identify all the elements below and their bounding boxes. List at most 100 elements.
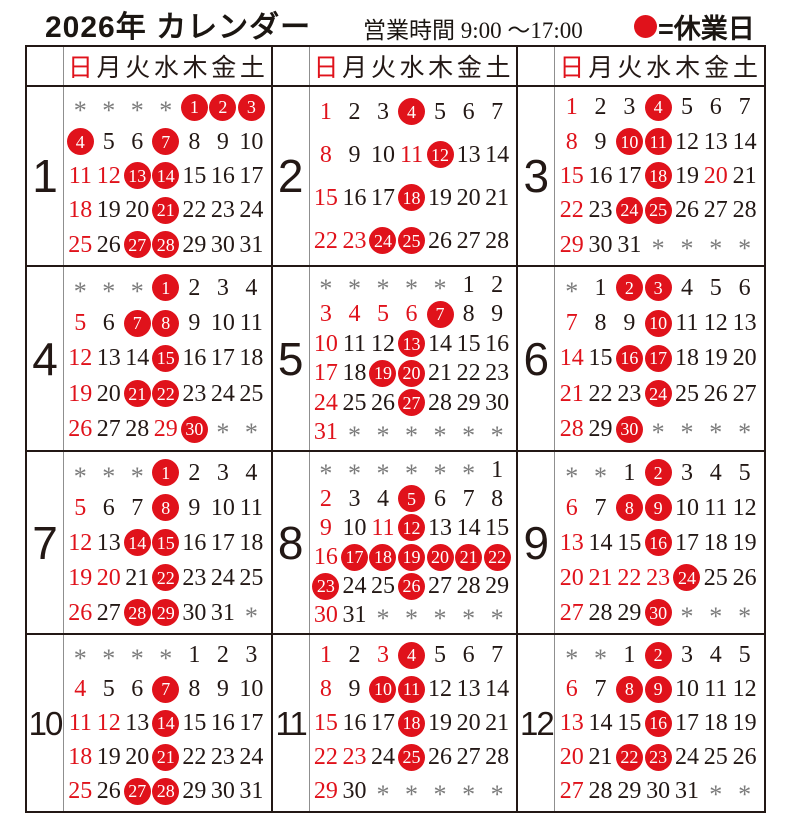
- day-cell: 27: [732, 380, 757, 407]
- asterisk-glyph: *: [102, 96, 116, 126]
- month-cell-5: 5 * * * * * 1 2 3 4 5 6 7 8 9 10 11 12 13 14 15 16 17 18 19 20 21 2…: [272, 267, 519, 452]
- day-cell: 24: [370, 744, 395, 770]
- day-cell: 31: [674, 778, 699, 804]
- closed-day: 8: [615, 494, 644, 522]
- day-cell: 19: [732, 529, 757, 556]
- day-cell: 29: [485, 573, 510, 600]
- empty-day: *: [483, 777, 512, 808]
- asterisk-glyph: *: [102, 461, 116, 491]
- month-number: 7: [27, 452, 64, 633]
- empty-day: *: [701, 415, 730, 446]
- weeks-area: * * * * * * 1 2 3 4 5 6 7 8 9 10 11 12 13 14 15 16 17 18 19 20 21 2…: [310, 452, 517, 633]
- day-cell: 17: [370, 710, 395, 736]
- holiday-day: 12: [68, 345, 93, 372]
- asterisk-glyph: *: [462, 421, 476, 451]
- day-cell: 28: [732, 197, 757, 224]
- empty-day: *: [701, 231, 730, 261]
- holiday-day: 8: [319, 141, 332, 168]
- day-cell: 21: [125, 564, 150, 591]
- day-cell: 14: [485, 141, 510, 168]
- day-cell: 4: [245, 459, 258, 486]
- day-cell: 1: [623, 642, 636, 668]
- day-cell: 16: [588, 162, 613, 189]
- month-body: 1 * * * * 1 2 3 4 5 6 7 8 9 10 11 12 13 14 15 16 17 18 19 20 21 22…: [27, 87, 271, 265]
- holiday-day: 20: [703, 162, 728, 189]
- closed-day-circle: 12: [426, 141, 454, 168]
- empty-day: *: [426, 271, 455, 301]
- weekday-label: 金: [704, 54, 730, 82]
- closed-day-circle: 8: [152, 309, 180, 337]
- holiday-day: 11: [371, 514, 395, 541]
- day-cell: 23: [182, 380, 207, 407]
- day-cell: 25: [239, 380, 264, 407]
- day-cell: 18: [239, 345, 264, 372]
- day-cell: 19: [674, 162, 699, 189]
- day-cell: 2: [188, 459, 201, 486]
- closed-day: 24: [644, 380, 673, 408]
- day-cell: 23: [210, 197, 235, 224]
- closed-day-circle: 24: [673, 564, 701, 591]
- weekday-labels: 日月火水木金土: [64, 47, 271, 85]
- closed-day-circle: 30: [644, 599, 672, 626]
- closed-day: 1: [152, 274, 181, 302]
- closed-day: 21: [454, 543, 483, 571]
- closed-day-circle: 1: [152, 459, 180, 486]
- weekday-header-spacer: [273, 47, 310, 85]
- day-cell: 8: [188, 676, 201, 702]
- week-row: 11 12 13 14 15 16 17: [66, 709, 266, 737]
- day-cell: 10: [239, 676, 264, 702]
- asterisk-glyph: *: [347, 458, 361, 488]
- closed-day-circle: 22: [483, 543, 511, 571]
- closed-day-circle: 15: [152, 344, 180, 372]
- empty-day: *: [483, 601, 512, 632]
- asterisk-glyph: *: [405, 273, 419, 303]
- closed-day: 1: [180, 93, 209, 121]
- day-cell: 18: [342, 360, 367, 387]
- closed-day-circle: 25: [398, 227, 426, 254]
- day-cell: 14: [428, 330, 453, 357]
- closed-day-circle: 28: [152, 231, 180, 259]
- week-row: 8 9 10 11 12 13 14: [312, 141, 512, 169]
- day-cell: 28: [485, 744, 510, 770]
- month-body: 4 * * * 1 2 3 4 5 6 7 8 9 10 11 12 13 14 15 16 17 18 19 20 21 22 2…: [27, 267, 271, 450]
- weekday-label: 金: [211, 54, 237, 82]
- day-cell: 11: [675, 310, 699, 337]
- weekday-label: 月: [588, 54, 614, 82]
- day-cell: 6: [102, 310, 115, 337]
- week-row: 23 24 25 26 27 28 29: [312, 572, 512, 600]
- closed-day-circle: 21: [152, 743, 180, 771]
- closed-day: 9: [644, 675, 673, 703]
- holiday-day: 2: [319, 485, 332, 512]
- closed-day: 7: [152, 128, 181, 156]
- week-row: 7 8 9 10 11 12 13: [557, 309, 759, 337]
- week-row: 18 19 20 21 22 23 24: [66, 196, 266, 224]
- weeks-area: * * * * 1 2 3 4 5 6 7 8 9 10 11 12 13 14 15 16 17 18 19 20 21 22 2…: [64, 635, 271, 811]
- day-cell: 30: [485, 389, 510, 416]
- day-cell: 24: [210, 564, 235, 591]
- day-cell: 23: [617, 380, 642, 407]
- day-cell: 16: [210, 710, 235, 736]
- weekday-header-row: 日月火水木金土: [27, 47, 271, 87]
- business-hours: 営業時間 9:00 ～17:00: [363, 18, 583, 43]
- asterisk-glyph: *: [130, 276, 144, 306]
- month-cell-1: 日月火水木金土 1 * * * * 1 2 3 4 5 6 7 8 9 10 11 12 13 14 15 16 17 18 1…: [27, 47, 273, 267]
- closed-day: 10: [644, 309, 673, 337]
- holiday-day: 14: [559, 345, 584, 372]
- holiday-day: 30: [313, 602, 338, 629]
- holiday-day: 12: [96, 710, 121, 736]
- empty-day: *: [369, 418, 398, 449]
- asterisk-glyph: *: [565, 276, 579, 306]
- closed-day-circle: 14: [123, 529, 151, 556]
- week-row: 20 21 22 23 24 25 26: [557, 743, 759, 771]
- day-cell: 29: [182, 778, 207, 804]
- closed-day-circle: 24: [615, 196, 643, 224]
- holiday-day: 1: [319, 98, 332, 125]
- closed-day: 5: [397, 485, 426, 513]
- day-cell: 10: [210, 494, 235, 521]
- day-cell: 5: [738, 459, 751, 486]
- holiday-day: 12: [96, 162, 121, 189]
- closed-day-circle: 13: [398, 330, 426, 358]
- day-cell: 17: [210, 529, 235, 556]
- closed-day: 4: [644, 93, 673, 121]
